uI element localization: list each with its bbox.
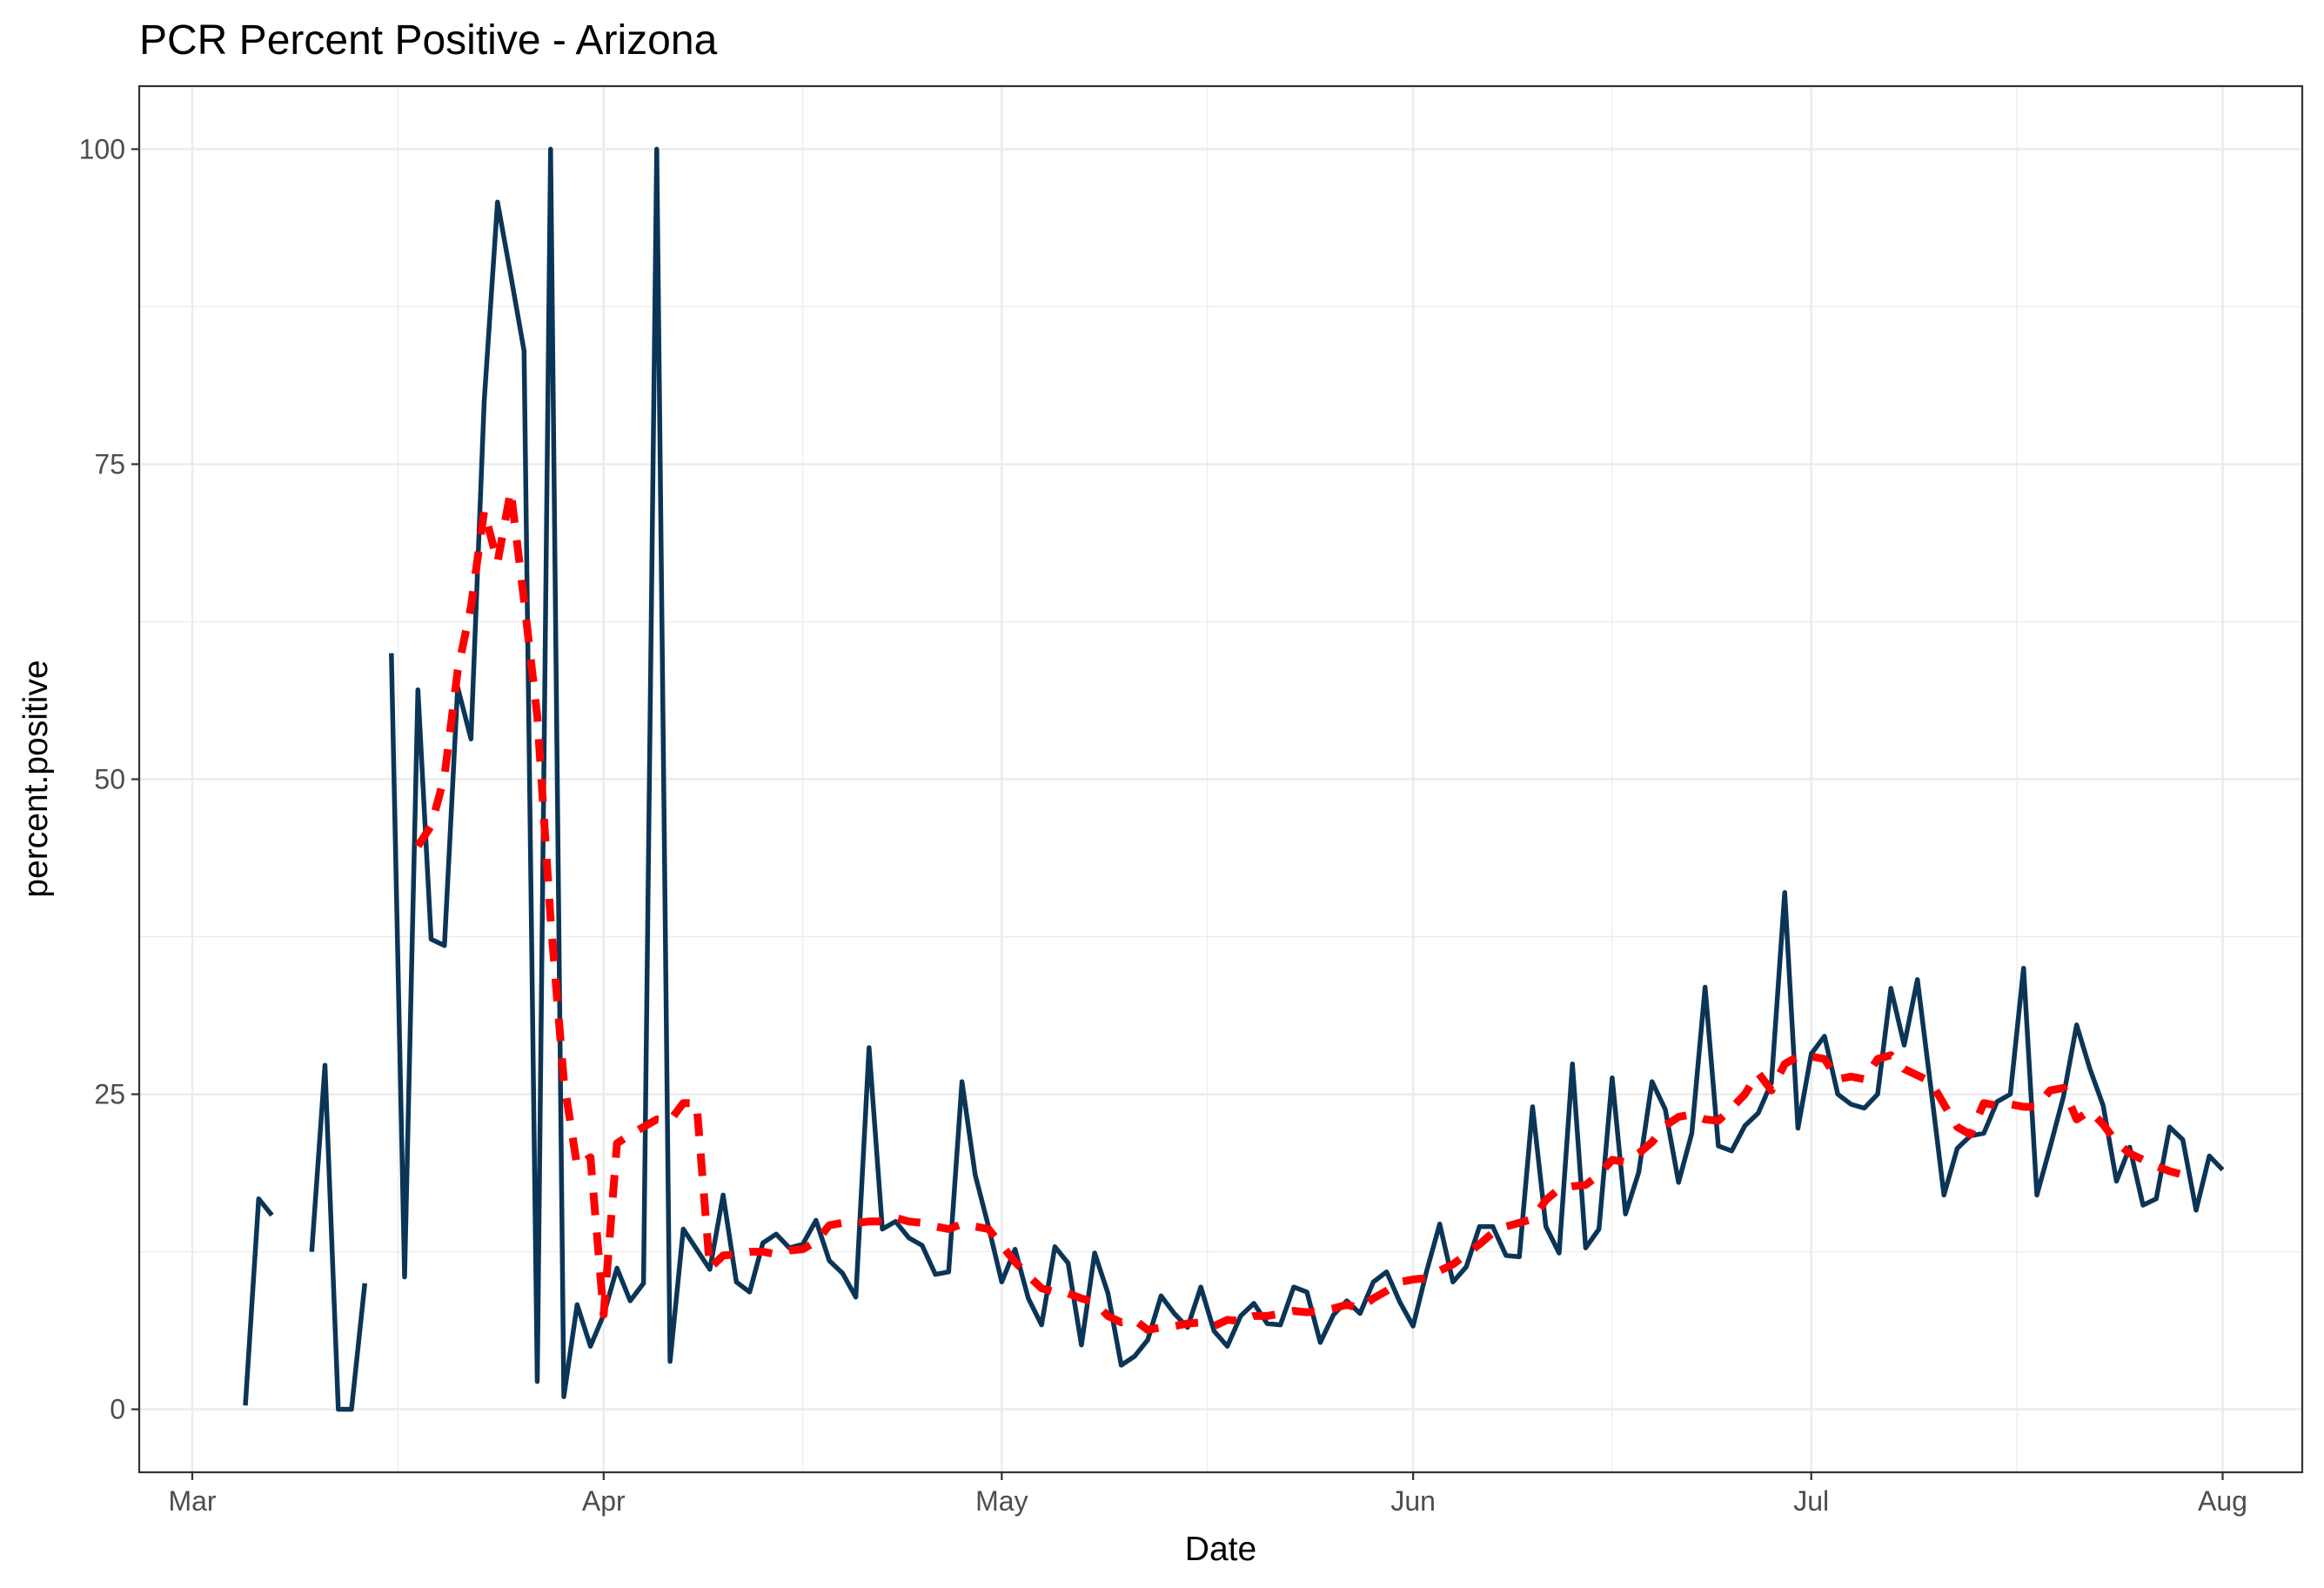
x-tick-label: Apr [582, 1485, 626, 1517]
x-tick-label: Jun [1390, 1485, 1436, 1517]
series-line-solid [243, 146, 2225, 1412]
x-tick-label: Aug [2198, 1485, 2247, 1517]
x-axis: Mar Apr May Jun Jul Aug [168, 1472, 2247, 1517]
plot-area [137, 84, 2304, 1474]
series-line-dashed [414, 486, 2184, 1334]
x-tick-label: Mar [168, 1485, 216, 1517]
x-axis-title: Date [1185, 1531, 1256, 1568]
y-tick-label: 100 [79, 133, 125, 164]
y-tick-label: 50 [94, 764, 125, 795]
x-tick-label: May [975, 1485, 1028, 1517]
y-axis: 0 25 50 75 100 [79, 133, 139, 1425]
y-tick-label: 75 [94, 448, 125, 479]
data-series [243, 146, 2225, 1412]
y-tick-label: 25 [94, 1079, 125, 1110]
y-tick-label: 0 [110, 1394, 125, 1425]
x-tick-label: Jul [1793, 1485, 1829, 1517]
y-axis-title: percent.positive [17, 660, 55, 897]
major-gridlines [139, 86, 2302, 1472]
chart-title: PCR Percent Positive - Arizona [139, 17, 718, 64]
